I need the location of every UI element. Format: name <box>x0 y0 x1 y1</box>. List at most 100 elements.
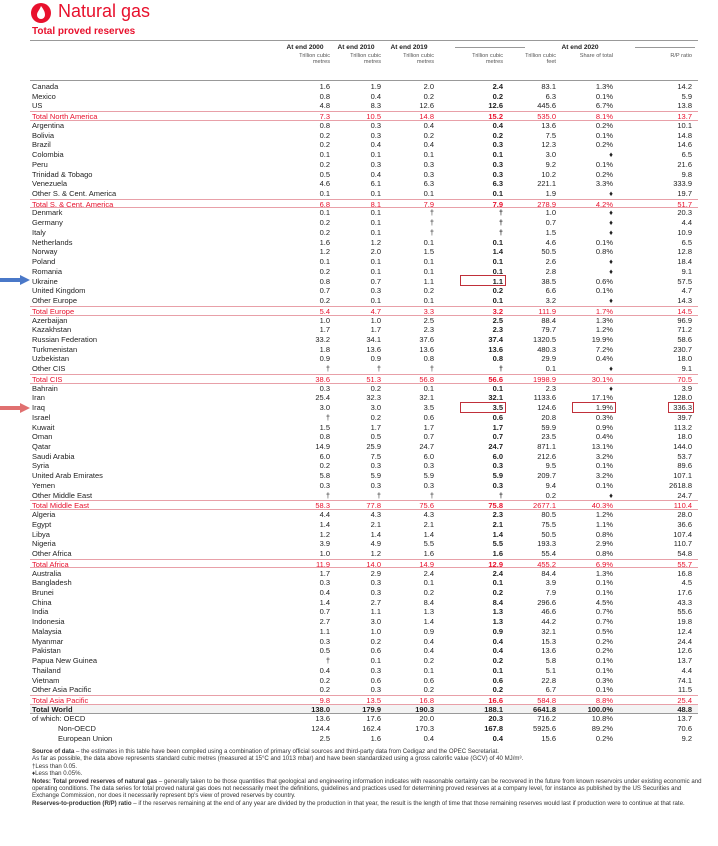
cell: 0.6% <box>595 276 613 286</box>
cell: 0.1 <box>370 150 381 160</box>
cell: 0.5% <box>595 626 613 636</box>
row-label: Iraq <box>32 403 45 413</box>
row-label: Azerbaijan <box>32 315 68 325</box>
cell: ♦ <box>609 383 613 393</box>
table-row: Norway 1.2 2.0 1.5 1.4 50.5 0.8% 12.8 <box>30 247 698 257</box>
row-label: Libya <box>32 529 50 539</box>
cell: 75.8 <box>488 501 503 511</box>
row-label: Iran <box>32 393 45 403</box>
row-label: Other Africa <box>32 549 72 559</box>
cell: 32.3 <box>366 393 381 403</box>
row-label: Total North America <box>32 112 98 122</box>
cell: 2.0 <box>423 82 434 91</box>
table-row: Saudi Arabia 6.0 7.5 6.0 6.0 212.6 3.2% 53.7 <box>30 452 698 462</box>
cell: 20.3 <box>677 208 692 218</box>
cell: 1.7% <box>595 306 613 316</box>
row-label: Germany <box>32 218 63 228</box>
row-label: Bangladesh <box>32 578 72 588</box>
cell: 2.1 <box>370 519 381 529</box>
cell: 2.6 <box>545 257 556 267</box>
cell: 1.1% <box>595 519 613 529</box>
table-row: United Kingdom 0.7 0.3 0.2 0.2 6.6 0.1% 4.7 <box>30 286 698 296</box>
cell: 2.7 <box>319 617 330 627</box>
table-row: Kazakhstan 1.7 1.7 2.3 2.3 79.7 1.2% 71.2 <box>30 325 698 335</box>
cell: 14.3 <box>677 296 692 306</box>
note: As far as possible, the data above repre… <box>32 755 524 763</box>
cell: 89.6 <box>677 461 692 471</box>
cell: 2.0 <box>370 247 381 257</box>
cell: 0.3% <box>595 412 613 422</box>
row-label: Norway <box>32 247 58 257</box>
cell: 7.9 <box>492 199 503 209</box>
note: ♦Less than 0.05%. <box>32 770 83 778</box>
table-row: United Arab Emirates 5.8 5.9 5.9 5.9 209.7 3.2… <box>30 471 698 481</box>
cell: 1.3 <box>423 607 434 617</box>
cell: 2.5 <box>423 315 434 325</box>
cell: 1.6 <box>370 733 381 743</box>
row-label: India <box>32 607 49 617</box>
cell: 0.1 <box>423 665 434 675</box>
cell: 3.3% <box>595 179 613 189</box>
cell: 480.3 <box>537 344 556 354</box>
cell: 0.1 <box>492 266 503 276</box>
row-label: Mexico <box>32 91 56 101</box>
table-row: China 1.4 2.7 8.4 8.4 296.6 4.5% 43.3 <box>30 598 698 608</box>
cell: 0.2 <box>492 130 503 140</box>
cell: 0.8% <box>595 529 613 539</box>
cell: ♦ <box>609 227 613 237</box>
table-row: of which: OECD 13.6 17.6 20.0 20.3 716.2 10.8%… <box>30 714 698 724</box>
cell: † <box>498 490 503 500</box>
cell: 8.4 <box>492 597 503 607</box>
cell: 8.8% <box>595 695 613 705</box>
cell: 0.4% <box>595 354 613 364</box>
cell: 38.6 <box>315 374 330 384</box>
cell: 16.8 <box>677 568 692 578</box>
note: Source of data – the estimates in this t… <box>32 748 702 755</box>
note: †Less than 0.05. <box>32 762 78 770</box>
cell: 13.1% <box>591 442 613 451</box>
cell: 59.9 <box>541 422 556 432</box>
cell: 0.3 <box>423 159 434 169</box>
cell: 57.5 <box>677 276 692 286</box>
cell: 0.1 <box>423 257 434 267</box>
cell: 0.7 <box>370 276 381 286</box>
cell: 5.5 <box>492 539 503 549</box>
cell: 13.6 <box>541 120 556 130</box>
cell: 13.7 <box>677 112 692 122</box>
cell: 0.1% <box>595 130 613 140</box>
cell: 13.5 <box>366 695 381 705</box>
cell: 0.2 <box>423 91 434 101</box>
cell: 2677.1 <box>533 501 556 511</box>
cell: 0.9% <box>595 422 613 432</box>
cell: 5.8 <box>545 656 556 666</box>
cell: 83.1 <box>541 82 556 91</box>
cell: 10.2 <box>541 169 556 179</box>
row-label: United Arab Emirates <box>32 471 103 481</box>
row-label: Other Middle East <box>32 490 93 500</box>
cell: 455.2 <box>537 559 556 569</box>
cell: † <box>429 218 434 228</box>
row-label: Total S. & Cent. America <box>32 199 114 209</box>
cell: 70.6 <box>677 724 692 734</box>
table-row: Mexico 0.8 0.4 0.2 0.2 6.3 0.1% 5.9 <box>30 92 698 102</box>
row-label: Malaysia <box>32 626 62 636</box>
table-row: Total Middle East 58.3 77.8 75.6 75.8 2677.1 4… <box>30 500 698 510</box>
cell: 12.3 <box>541 140 556 150</box>
cell: 0.2 <box>319 296 330 306</box>
cell: 1.9 <box>545 189 556 199</box>
cell: 70.5 <box>677 374 692 384</box>
row-label: Canada <box>32 82 59 91</box>
cell: 0.3 <box>492 169 503 179</box>
cell: 24.4 <box>677 636 692 646</box>
note-lead: Reserves-to-production (R/P) ratio <box>32 799 132 807</box>
cell: 15.6 <box>541 733 556 743</box>
cell: 1.4 <box>492 247 503 257</box>
cell: 58.3 <box>315 501 330 511</box>
cell: 20.8 <box>541 412 556 422</box>
row-label: European Union <box>58 733 113 743</box>
table-row: Turkmenistan 1.8 13.6 13.6 13.6 480.3 7.2% 230.… <box>30 345 698 355</box>
cell: 51.3 <box>366 374 381 384</box>
cell: 0.8 <box>423 354 434 364</box>
note-lead: Source of data <box>32 748 75 755</box>
cell: 4.7 <box>681 286 692 296</box>
